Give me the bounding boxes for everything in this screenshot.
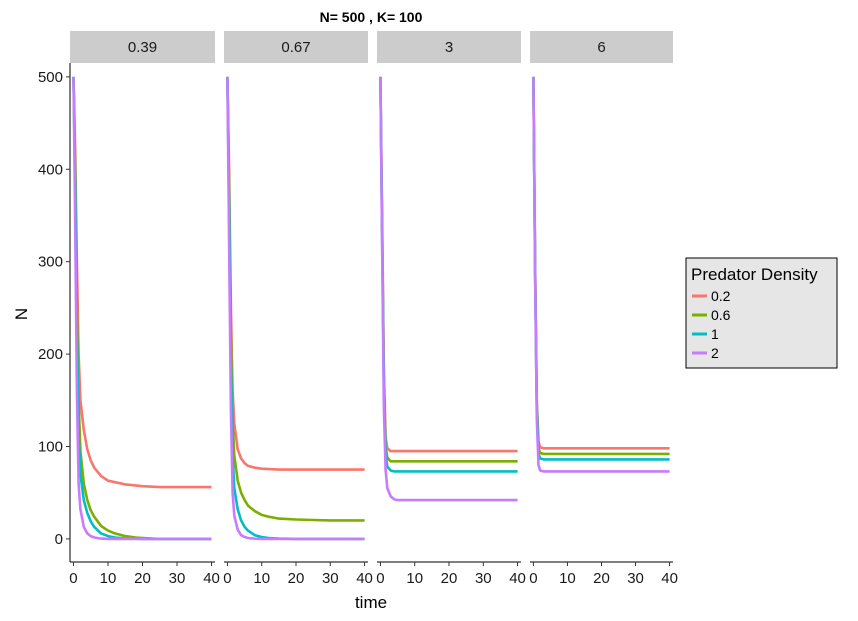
legend-label: 0.6 <box>711 307 731 323</box>
x-tick-label: 20 <box>593 570 610 587</box>
legend-label: 2 <box>711 345 719 361</box>
x-tick-label: 40 <box>203 570 220 587</box>
facet-strip-label: 3 <box>445 39 453 56</box>
x-tick-label: 10 <box>406 570 423 587</box>
facet-panel: 0.67 0 10 20 30 40 <box>223 31 373 587</box>
y-tick-label: 100 <box>38 438 63 455</box>
facet-strip-label: 0.67 <box>281 39 310 56</box>
x-tick-label: 30 <box>475 570 492 587</box>
series-line <box>532 76 670 456</box>
x-tick-label: 0 <box>376 570 384 587</box>
x-tick-label: 30 <box>322 570 339 587</box>
y-tick-label: 400 <box>38 161 63 178</box>
series-line <box>532 76 670 450</box>
facet-strip-label: 6 <box>597 39 605 56</box>
facet-strip <box>530 31 673 63</box>
series-line <box>532 76 670 461</box>
legend-title: Predator Density <box>691 265 818 284</box>
chart-title: N= 500 , K= 100 <box>320 9 423 25</box>
y-axis-title: N <box>12 308 31 320</box>
series-line <box>379 76 518 502</box>
x-tick-label: 0 <box>223 570 231 587</box>
y-tick-label: 300 <box>38 254 63 271</box>
legend-label: 0.2 <box>711 288 731 304</box>
x-tick-label: 30 <box>169 570 186 587</box>
x-tick-label: 40 <box>356 570 373 587</box>
legend: Predator Density 0.2 0.6 1 2 <box>685 257 838 369</box>
x-tick-label: 40 <box>509 570 526 587</box>
series-line <box>379 76 518 463</box>
x-tick-label: 40 <box>661 570 678 587</box>
facet-strip-label: 0.39 <box>128 39 157 56</box>
y-tick-label: 0 <box>55 531 63 548</box>
facet-strip <box>377 31 521 63</box>
x-tick-label: 10 <box>253 570 270 587</box>
legend-box <box>685 257 838 369</box>
facet-panel: 6 0 10 20 30 40 <box>529 31 678 587</box>
series-line <box>226 76 365 541</box>
series-line <box>226 76 365 522</box>
legend-label: 1 <box>711 326 719 342</box>
facet-strip <box>70 31 215 63</box>
series-line <box>379 76 518 473</box>
x-tick-label: 10 <box>559 570 576 587</box>
x-tick-label: 20 <box>441 570 458 587</box>
x-tick-label: 0 <box>69 570 77 587</box>
series-line <box>72 76 212 489</box>
series-line <box>72 76 212 541</box>
y-tick-label: 200 <box>38 346 63 363</box>
x-tick-label: 20 <box>134 570 151 587</box>
series-line <box>379 76 518 453</box>
facet-panel: 0.39 0 10 20 30 40 <box>69 31 220 587</box>
x-axis-title: time <box>355 593 387 612</box>
y-tick-label: 500 <box>38 69 63 86</box>
x-tick-label: 20 <box>288 570 305 587</box>
series-line <box>226 76 365 471</box>
y-axis: 0 100 200 300 400 500 <box>38 63 71 562</box>
facet-strip <box>224 31 368 63</box>
x-tick-label: 10 <box>100 570 117 587</box>
series-line <box>532 76 670 473</box>
x-tick-label: 0 <box>529 570 537 587</box>
facet-panel: 30 10 20 30 40 <box>376 31 526 587</box>
x-tick-label: 30 <box>627 570 644 587</box>
